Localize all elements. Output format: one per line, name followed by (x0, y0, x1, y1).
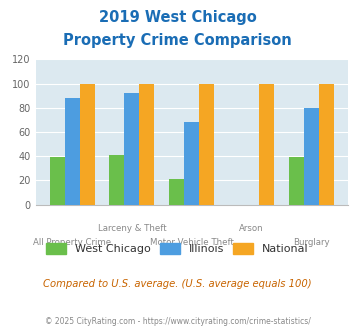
Bar (140, 83, 154, 205)
Bar (259, 83, 274, 205)
Bar (199, 83, 214, 205)
Text: Property Crime Comparison: Property Crime Comparison (63, 33, 292, 48)
Bar (50, 157, 65, 205)
Bar (169, 179, 184, 205)
Text: All Property Crime: All Property Crime (33, 238, 111, 247)
Bar (80, 83, 94, 205)
Text: Burglary: Burglary (293, 238, 329, 247)
Text: © 2025 CityRating.com - https://www.cityrating.com/crime-statistics/: © 2025 CityRating.com - https://www.city… (45, 317, 310, 326)
Bar (304, 108, 319, 205)
Bar (184, 122, 199, 205)
Text: Motor Vehicle Theft: Motor Vehicle Theft (150, 238, 234, 247)
Text: Compared to U.S. average. (U.S. average equals 100): Compared to U.S. average. (U.S. average … (43, 279, 312, 289)
Text: Arson: Arson (239, 224, 264, 233)
Bar (65, 98, 80, 205)
Text: Larceny & Theft: Larceny & Theft (98, 224, 166, 233)
Bar (125, 93, 140, 205)
Text: 2019 West Chicago: 2019 West Chicago (99, 10, 256, 25)
Legend: West Chicago, Illinois, National: West Chicago, Illinois, National (43, 240, 312, 258)
Bar (109, 155, 125, 205)
Bar (319, 83, 334, 205)
Bar (289, 157, 304, 205)
